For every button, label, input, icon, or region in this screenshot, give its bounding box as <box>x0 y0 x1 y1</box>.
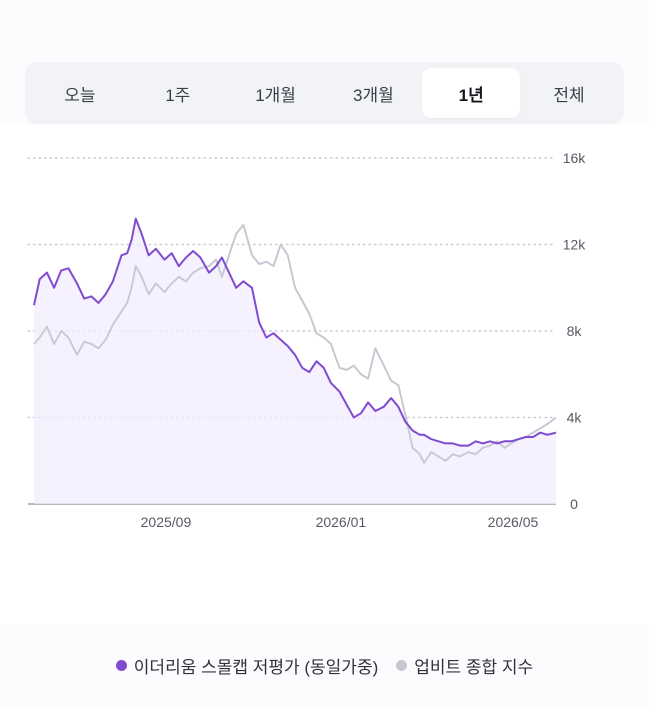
series-line-smallcap <box>33 217 557 447</box>
legend-marker-primary <box>115 659 127 671</box>
series-line-upbit-index-overlay <box>33 224 557 464</box>
performance-chart: 0 4k 8k 12k 16k 2025/09 2026/01 2026/05 <box>27 150 587 530</box>
tab-today[interactable]: 오늘 <box>64 85 96 105</box>
tab-3-months[interactable]: 3개월 <box>353 85 394 105</box>
tab-1-month[interactable]: 1개월 <box>255 85 296 105</box>
x-tick-label: 2026/01 <box>316 514 367 530</box>
legend-item-primary[interactable]: 이더리움 스몰캡 저평가 (동일가중) <box>115 653 379 678</box>
legend-item-secondary[interactable]: 업비트 종합 지수 <box>396 653 533 678</box>
series-area-smallcap <box>34 218 556 504</box>
chart-legend: 이더리움 스몰캡 저평가 (동일가중) 업비트 종합 지수 <box>0 650 649 680</box>
chart-card: 0 4k 8k 12k 16k 2025/09 2026/01 2026/05 <box>0 125 649 625</box>
tab-1-year[interactable]: 1년 <box>422 68 521 118</box>
x-tick-label: 2026/05 <box>488 514 539 530</box>
tab-1-week[interactable]: 1주 <box>165 85 191 105</box>
legend-label-secondary: 업비트 종합 지수 <box>414 657 534 677</box>
period-tabs: 오늘 1주 1개월 3개월 1년 전체 <box>25 62 624 124</box>
tab-all[interactable]: 전체 <box>553 85 585 105</box>
legend-marker-secondary <box>396 659 408 671</box>
x-tick-label: 2025/09 <box>141 514 192 530</box>
y-tick-label: 4k <box>567 410 583 426</box>
y-tick-label: 0 <box>570 496 578 512</box>
y-tick-label: 8k <box>567 323 583 339</box>
legend-label-primary: 이더리움 스몰캡 저평가 (동일가중) <box>133 657 379 677</box>
y-tick-label: 16k <box>563 150 587 166</box>
y-tick-label: 12k <box>563 237 587 253</box>
